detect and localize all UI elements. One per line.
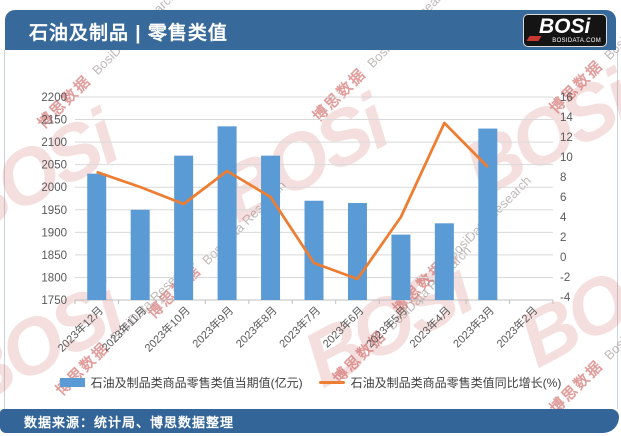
svg-text:-2: -2: [560, 272, 570, 284]
svg-text:2023年10月: 2023年10月: [141, 303, 192, 354]
data-source-text: 数据来源：统计局、博思数据整理: [24, 414, 235, 430]
bar-line-chart: 2200215021002050200019501900185018001750…: [41, 92, 573, 355]
svg-text:2023年6月: 2023年6月: [319, 303, 366, 350]
svg-text:2050: 2050: [41, 160, 67, 172]
logo-subtext: BOSIDATA.COM: [552, 38, 601, 44]
svg-text:4: 4: [560, 212, 567, 224]
svg-text:1850: 1850: [41, 250, 67, 262]
logo-text: BOSi: [539, 15, 591, 38]
legend-item-line: 石油及制品类商品零售类值同比增长(%): [318, 374, 562, 391]
svg-text:12: 12: [560, 132, 573, 144]
header-bar: 石油及制品 | 零售类值 BOSi BOSIDATA.COM: [5, 10, 616, 50]
bar: [304, 200, 324, 300]
svg-text:-4: -4: [560, 292, 571, 304]
svg-text:2000: 2000: [41, 182, 67, 194]
svg-text:2023年9月: 2023年9月: [189, 303, 236, 350]
svg-text:2023年7月: 2023年7月: [276, 303, 323, 350]
svg-text:2023年4月: 2023年4月: [406, 303, 453, 350]
legend-line-label: 石油及制品类商品零售类值同比增长(%): [350, 376, 562, 390]
legend-item-bar: 石油及制品类商品零售类值当期值(亿元): [59, 374, 303, 391]
svg-text:2: 2: [560, 232, 566, 244]
bosi-logo: BOSi BOSIDATA.COM: [523, 14, 607, 47]
svg-text:10: 10: [560, 152, 573, 164]
svg-text:2023年8月: 2023年8月: [233, 303, 280, 350]
bar: [130, 209, 150, 300]
bar: [478, 128, 498, 300]
svg-text:2023年12月: 2023年12月: [54, 303, 105, 354]
svg-text:1950: 1950: [41, 205, 67, 217]
bar: [261, 155, 281, 300]
svg-text:16: 16: [560, 92, 573, 104]
footer-bar: 数据来源：统计局、博思数据整理: [0, 409, 619, 433]
svg-text:2023年5月: 2023年5月: [363, 303, 410, 350]
svg-text:2150: 2150: [41, 115, 67, 127]
legend-bar-label: 石油及制品类商品零售类值当期值(亿元): [90, 376, 303, 390]
svg-text:2023年3月: 2023年3月: [450, 303, 497, 350]
svg-text:8: 8: [560, 172, 566, 184]
svg-text:1900: 1900: [41, 227, 67, 239]
svg-text:0: 0: [560, 252, 566, 264]
line-swatch-icon: [318, 381, 345, 384]
bar: [217, 126, 237, 300]
svg-text:1800: 1800: [41, 272, 67, 284]
svg-text:6: 6: [560, 192, 566, 204]
bar-swatch-icon: [59, 378, 85, 387]
page-title: 石油及制品 | 零售类值: [29, 23, 228, 44]
bar: [87, 173, 107, 300]
legend: 石油及制品类商品零售类值当期值(亿元) 石油及制品类商品零售类值同比增长(%): [0, 374, 621, 391]
bar: [174, 155, 194, 300]
bar: [391, 234, 411, 300]
line-series: [96, 121, 489, 281]
svg-text:14: 14: [560, 112, 573, 124]
svg-text:2200: 2200: [41, 92, 67, 104]
bar: [347, 203, 367, 300]
bar: [434, 223, 454, 300]
svg-text:2100: 2100: [41, 137, 67, 149]
svg-text:2023年2月: 2023年2月: [493, 303, 540, 350]
svg-text:1750: 1750: [41, 295, 67, 307]
